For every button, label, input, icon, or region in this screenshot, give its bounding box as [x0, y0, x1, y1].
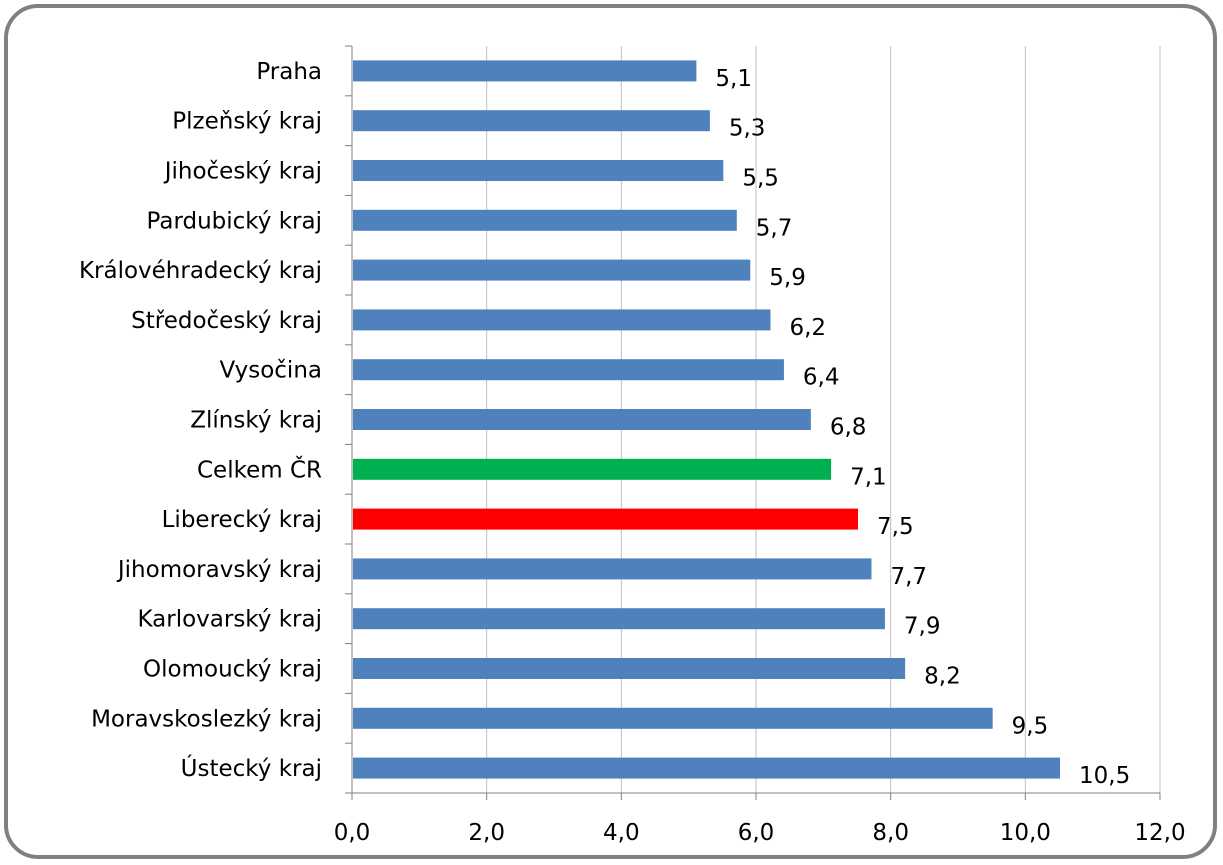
data-label: 8,2 — [924, 664, 961, 690]
data-label: 9,5 — [1012, 713, 1049, 739]
data-label: 6,2 — [789, 315, 826, 341]
x-tick-label: 2,0 — [468, 820, 505, 846]
category-label: Královéhradecký kraj — [79, 258, 322, 284]
x-tick-label: 8,0 — [872, 820, 909, 846]
x-tick-label: 12,0 — [1134, 820, 1185, 846]
data-label: 7,1 — [850, 464, 887, 490]
bar — [353, 658, 906, 679]
data-label: 7,5 — [877, 514, 914, 540]
bar — [353, 707, 993, 729]
data-label: 7,7 — [890, 564, 927, 590]
bar — [353, 409, 811, 430]
axes — [345, 45, 1161, 800]
category-label: Celkem ČR — [197, 455, 322, 483]
bar — [353, 209, 737, 231]
bar — [353, 110, 710, 132]
category-label: Jihočeský kraj — [163, 159, 322, 185]
bar — [353, 508, 858, 530]
bar — [353, 458, 832, 480]
data-labels: 5,1 5,3 5,5 5,7 5,9 6,2 6,4 6,8 7,1 7,5 7,7 7,9 8,2 9… — [715, 66, 1130, 789]
x-tick-labels: 0,0 2,0 4,0 6,0 8,0 10,0 12,0 — [334, 820, 1186, 846]
category-label: Zlínský kraj — [190, 408, 322, 434]
category-label: Olomoucký kraj — [143, 657, 322, 683]
category-label: Moravskoslezký kraj — [91, 706, 322, 732]
category-label: Ústecký kraj — [181, 754, 322, 782]
bar — [353, 60, 697, 82]
data-label: 5,9 — [769, 265, 806, 291]
x-tick-label: 0,0 — [334, 820, 371, 846]
data-label: 7,9 — [904, 614, 941, 640]
category-label: Praha — [256, 59, 322, 85]
category-label: Liberecký kraj — [162, 507, 322, 533]
category-label: Karlovarský kraj — [137, 607, 322, 633]
x-tick-label: 6,0 — [738, 820, 775, 846]
data-label: 6,4 — [803, 365, 840, 391]
category-label: Plzeňský kraj — [172, 109, 322, 135]
data-label: 5,5 — [742, 166, 779, 192]
bar — [353, 608, 885, 630]
bar — [353, 259, 751, 281]
data-label: 5,3 — [729, 116, 766, 142]
category-labels: Praha Plzeňský kraj Jihočeský kraj Pardubic… — [79, 59, 322, 782]
data-label: 10,5 — [1079, 763, 1130, 789]
data-label: 5,1 — [715, 66, 752, 92]
bar — [353, 359, 784, 381]
bar — [353, 757, 1060, 779]
bars — [353, 60, 1060, 779]
bar — [353, 558, 872, 580]
bar — [353, 309, 771, 331]
x-tick-label: 4,0 — [603, 820, 640, 846]
category-label: Vysočina — [220, 358, 323, 384]
category-label: Jihomoravský kraj — [116, 557, 322, 583]
data-label: 5,7 — [756, 215, 793, 241]
bar — [353, 160, 724, 181]
category-label: Pardubický kraj — [147, 208, 322, 234]
category-label: Středočeský kraj — [131, 308, 322, 334]
data-label: 6,8 — [830, 415, 867, 441]
x-tick-label: 10,0 — [1000, 820, 1051, 846]
